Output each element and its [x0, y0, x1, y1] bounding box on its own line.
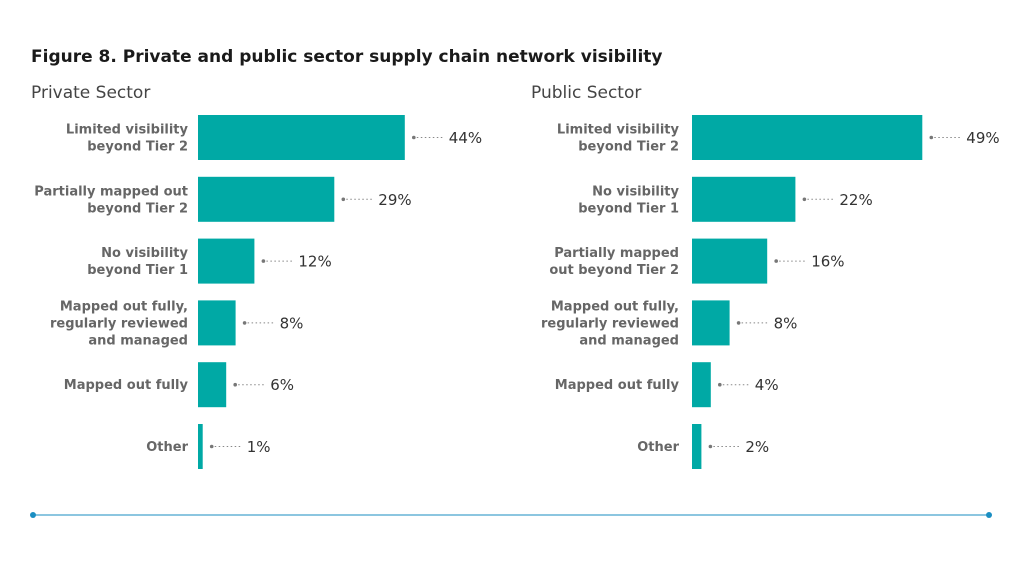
private-value-label-3: 8%: [280, 314, 304, 332]
figure-title: Figure 8. Private and public sector supp…: [31, 47, 662, 67]
private-sector-chart: Private Sector Limited visibility beyond …: [31, 83, 482, 469]
private-value-label-2: 12%: [298, 253, 331, 271]
private-leader-dot-5: [209, 444, 214, 449]
public-bar-5: [692, 424, 702, 469]
private-category-label-4: Mapped out fully: [64, 378, 189, 393]
private-leader-dot-3: [242, 321, 247, 325]
public-category-label-2: Partially mapped out beyond Tier 2: [549, 246, 679, 278]
public-category-label-3: Mapped out fully, regularly reviewed and m…: [541, 299, 679, 348]
public-value-label-3: 8%: [774, 314, 798, 332]
public-bar-1: [692, 176, 796, 222]
private-bar-1: [198, 176, 335, 222]
public-category-label-0: Limited visibility beyond Tier 2: [557, 123, 680, 155]
private-leader-dot-0: [412, 135, 416, 140]
private-category-label-5: Other: [146, 440, 188, 455]
private-value-label-5: 1%: [247, 438, 271, 456]
public-bar-2: [692, 238, 768, 284]
public-category-label-5: Other: [637, 440, 679, 455]
public-leader-dot-1: [802, 197, 807, 202]
private-category-label-0: Limited visibility beyond Tier 2: [66, 123, 189, 155]
public-leader-dot-2: [774, 259, 778, 263]
private-sector-title: Private Sector: [31, 83, 150, 103]
private-category-label-2: No visibility beyond Tier 1: [87, 246, 188, 278]
private-bar-4: [198, 362, 227, 408]
private-leader-dot-2: [261, 259, 266, 263]
private-value-label-4: 6%: [270, 376, 294, 394]
bottom-rule-right-dot: [986, 512, 992, 518]
private-leader-dot-1: [341, 197, 346, 202]
public-value-label-4: 4%: [755, 376, 779, 394]
public-leader-dot-3: [736, 321, 741, 325]
public-bar-0: [692, 115, 923, 160]
public-value-label-1: 22%: [839, 191, 872, 209]
private-bar-3: [198, 300, 236, 346]
public-category-label-4: Mapped out fully: [555, 378, 680, 393]
private-category-label-3: Mapped out fully, regularly reviewed and m…: [50, 299, 188, 348]
public-sector-chart: Public Sector Limited visibility beyond T…: [531, 83, 1000, 469]
public-category-label-1: No visibility beyond Tier 1: [578, 184, 679, 216]
private-value-label-0: 44%: [449, 129, 482, 147]
public-sector-title: Public Sector: [531, 83, 641, 103]
bottom-rule-left-dot: [30, 512, 36, 518]
private-bar-0: [198, 115, 405, 160]
public-leader-dot-0: [929, 135, 934, 140]
public-value-label-2: 16%: [811, 253, 844, 271]
public-leader-dot-4: [718, 382, 722, 387]
private-bar-5: [198, 424, 203, 469]
public-bar-4: [692, 362, 711, 408]
public-value-label-5: 2%: [745, 438, 769, 456]
private-category-label-1: Partially mapped out beyond Tier 2: [34, 184, 188, 216]
bottom-rule: [30, 512, 992, 518]
public-value-label-0: 49%: [966, 129, 999, 147]
public-leader-dot-5: [708, 444, 713, 449]
private-leader-dot-4: [233, 382, 237, 387]
private-value-label-1: 29%: [378, 191, 411, 209]
private-bar-2: [198, 238, 255, 284]
public-bar-3: [692, 300, 730, 346]
